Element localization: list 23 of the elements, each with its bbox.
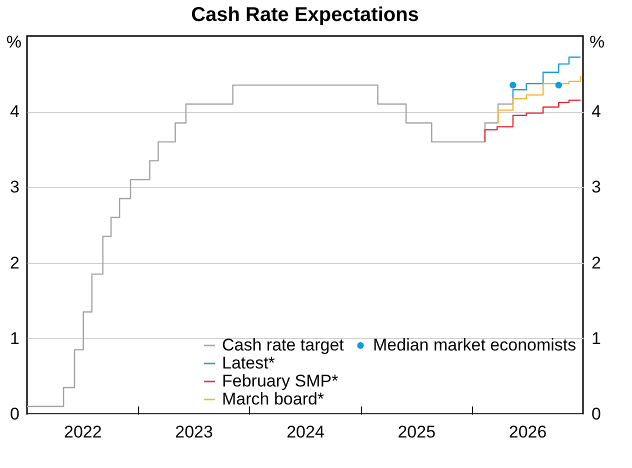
legend-label: March board* xyxy=(222,390,324,408)
legend-label: Latest* xyxy=(222,354,276,372)
y-tick-label: 0 xyxy=(10,404,20,424)
x-tick-label: 2022 xyxy=(64,422,102,442)
x-tick-label: 2023 xyxy=(175,422,213,442)
x-tick-label: 2025 xyxy=(398,422,436,442)
y2-axis-title: % xyxy=(590,32,605,52)
x-tick-label: 2026 xyxy=(508,422,547,442)
y-tick-label: 4 xyxy=(10,102,20,122)
y2-tick-label: 3 xyxy=(592,178,601,197)
y2-tick-label: 0 xyxy=(592,404,601,424)
y-axis-title: % xyxy=(6,32,22,52)
legend-label: Cash rate target xyxy=(222,336,344,354)
y2-tick-label: 4 xyxy=(592,102,601,122)
x-tick-label: 2024 xyxy=(286,422,324,442)
chart-title: Cash Rate Expectations xyxy=(191,4,419,26)
y2-tick-label: 2 xyxy=(592,253,601,272)
y-tick-label: 3 xyxy=(10,178,20,197)
y2-tick-label: 1 xyxy=(592,328,601,348)
legend-label: February SMP* xyxy=(222,372,339,390)
y-tick-label: 1 xyxy=(10,328,20,348)
legend-label: Median market economists xyxy=(373,336,576,354)
y-tick-label: 2 xyxy=(10,253,20,272)
